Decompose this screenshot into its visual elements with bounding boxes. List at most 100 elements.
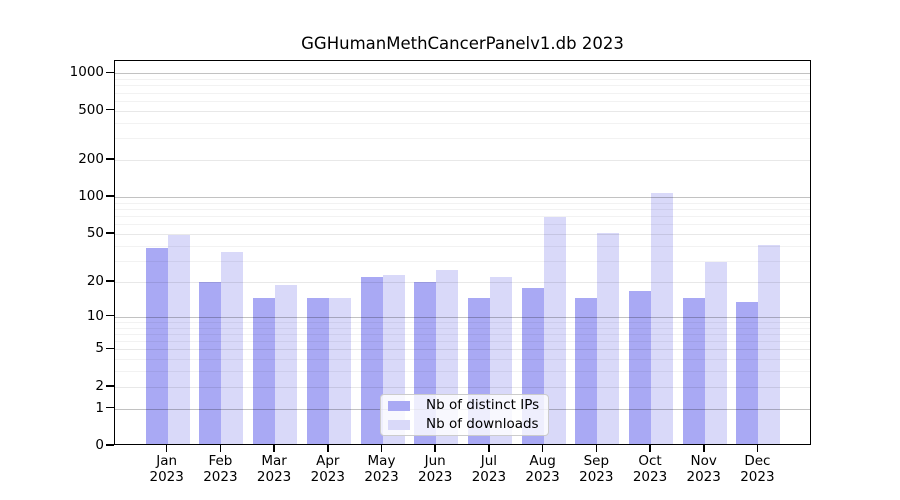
gridline [115,349,810,351]
x-tick-label: Apr 2023 [310,453,345,485]
x-tick-mark [273,445,275,452]
bar-downloads [328,297,351,444]
gridline [115,159,810,161]
y-tick-label: 500 [78,101,104,118]
y-tick-mark [106,385,114,387]
y-tick-mark [106,71,114,74]
gridline-minor [115,100,810,102]
gridline [115,73,810,75]
y-tick-mark [106,108,114,111]
bar-distinct-ips [575,297,598,444]
bar-distinct-ips [360,277,383,444]
y-tick-mark [106,158,114,160]
bar-downloads [167,235,190,444]
gridline-minor [115,260,810,262]
legend-item: Nb of downloads [388,417,540,432]
bar-downloads [651,192,673,444]
y-tick-label: 200 [78,150,104,167]
x-tick-mark [219,445,222,452]
legend-swatch-distinct-ips [388,400,410,411]
gridline-minor [115,216,810,218]
x-tick-label: Jan 2023 [149,453,184,485]
bar-distinct-ips [682,297,705,444]
y-tick-mark [106,347,114,350]
bar-distinct-ips [736,301,759,444]
bar-downloads [758,245,781,444]
x-tick-mark [541,445,544,452]
x-tick-mark [488,445,490,452]
y-tick-label: 1000 [69,64,104,81]
y-tick-label: 0 [95,437,104,453]
bar-distinct-ips [145,247,168,444]
x-tick-label: Feb 2023 [203,453,238,485]
legend: Nb of distinct IPs Nb of downloads [380,394,549,436]
bar-distinct-ips [306,297,329,444]
gridline-minor [115,327,810,329]
gridline-minor [115,321,810,323]
x-tick-mark [703,445,705,452]
y-tick-mark [106,314,114,317]
gridline-minor [115,359,810,361]
x-tick-label: Aug 2023 [525,453,560,485]
gridline-minor [115,202,810,204]
x-tick-label: May 2023 [364,453,399,485]
bar-distinct-ips [629,291,651,444]
x-tick-label: Dec 2023 [740,453,775,485]
gridline-minor [115,341,810,342]
gridline [115,316,810,318]
x-tick-mark [649,445,651,452]
x-tick-mark [434,445,436,452]
plot-area: Nb of distinct IPs Nb of downloads [114,60,811,445]
gridline-minor [115,245,810,247]
legend-label: Nb of downloads [426,416,539,432]
x-tick-label: Jul 2023 [471,453,507,485]
gridline-minor [115,333,810,335]
gridline-minor [115,209,810,210]
x-tick-mark [380,445,383,452]
gridline [115,110,810,112]
gridline-minor [115,371,810,373]
gridline [115,233,810,235]
y-tick-mark [106,232,114,234]
gridline-minor [115,92,810,94]
bar-distinct-ips [253,297,276,444]
gridline [115,386,810,388]
gridline-minor [115,79,810,80]
y-tick-mark [106,280,114,282]
chart-title: GGHumanMethCancerPanelv1.db 2023 [301,34,624,53]
x-tick-mark [595,445,597,452]
gridline-minor [115,85,810,87]
gridline-minor [115,224,810,226]
y-tick-mark [106,406,114,409]
legend-item: Nb of distinct IPs [388,398,540,413]
y-tick-mark [106,444,114,446]
x-tick-mark [756,445,759,452]
x-tick-mark [327,445,329,452]
y-tick-label: 10 [86,307,104,324]
gridline [115,197,810,199]
bar-downloads [597,233,620,444]
x-tick-label: Jun 2023 [418,453,453,485]
x-tick-label: Sep 2023 [579,453,614,485]
gridline-minor [115,122,810,124]
legend-swatch-downloads [388,419,410,430]
gridline [115,281,810,283]
bar-distinct-ips [199,282,222,444]
bar-downloads [704,262,727,444]
y-tick-label: 2 [95,377,104,394]
y-tick-mark [106,195,114,197]
bar-downloads [221,252,244,444]
bar-downloads [275,285,298,444]
x-tick-label: Nov 2023 [686,453,721,485]
x-tick-label: Oct 2023 [632,453,668,485]
y-tick-label: 5 [95,340,104,357]
x-tick-label: Mar 2023 [256,453,292,485]
y-tick-label: 20 [86,272,104,289]
bar-downloads [543,217,566,444]
gridline-minor [115,138,810,140]
y-tick-label: 100 [78,188,104,205]
y-tick-label: 1 [95,399,104,416]
x-tick-mark [165,445,168,452]
legend-label: Nb of distinct IPs [426,397,540,413]
